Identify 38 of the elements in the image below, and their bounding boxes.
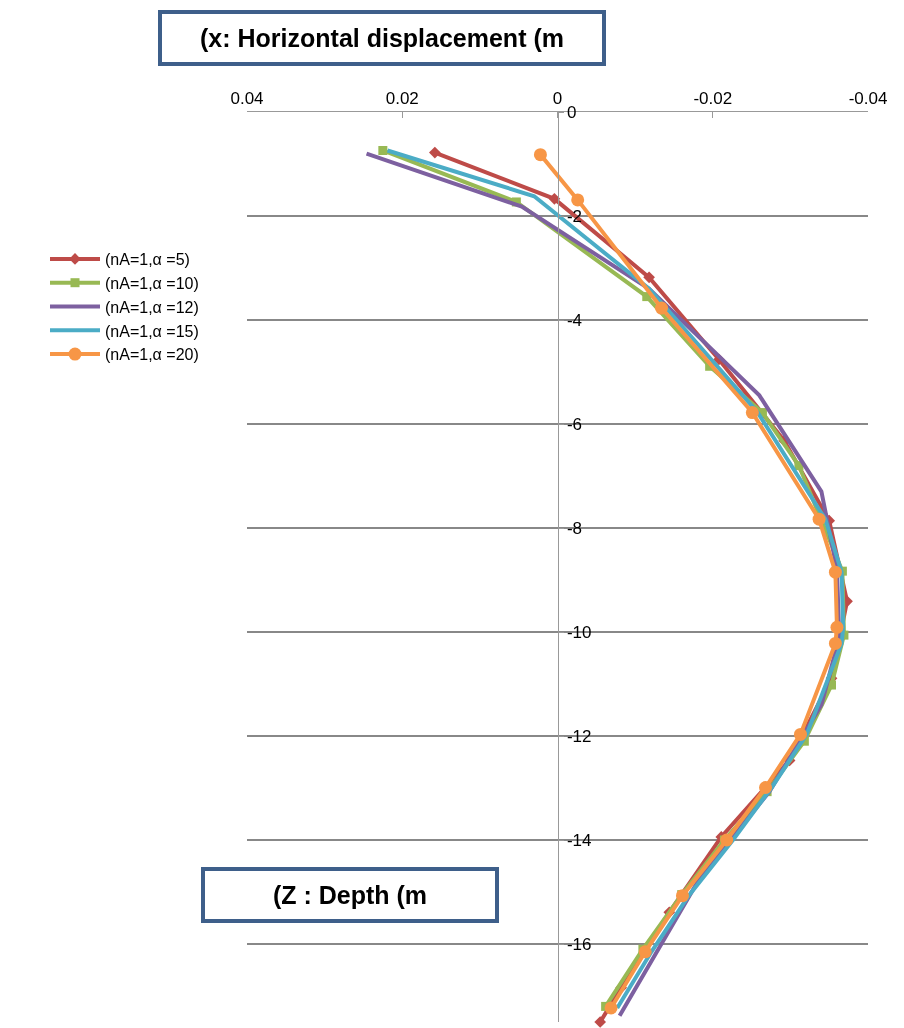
point (793, 727, 807, 741)
x-tick-label: -0.04 (848, 89, 888, 109)
legend-label: (nA=1,α =12) (105, 298, 199, 316)
point (548, 192, 561, 205)
y-tick-label: -14 (566, 830, 592, 850)
point (378, 145, 388, 155)
y-tick-label: -4 (566, 310, 583, 330)
x-tick-label: 0 (552, 89, 563, 109)
point (638, 945, 652, 959)
point (604, 1001, 618, 1015)
point (720, 833, 734, 847)
point (655, 301, 669, 315)
y-tick-label: -16 (566, 934, 592, 954)
x-tick-label: 0.02 (385, 89, 419, 109)
y-tick-label: -8 (566, 518, 583, 538)
legend-label: (nA=1,α =5) (105, 251, 190, 269)
legend-label: (nA=1,α =15) (105, 322, 199, 340)
legend-label: (nA=1,α =10) (105, 274, 199, 292)
x-tick-label: -0.02 (693, 89, 733, 109)
y-tick-label: -2 (566, 206, 583, 226)
point (830, 620, 844, 634)
y-tick-label: -10 (566, 622, 592, 642)
point (533, 148, 547, 162)
y-tick-label: -6 (566, 414, 583, 434)
point (812, 512, 826, 526)
x-tick-label: 0.04 (230, 89, 264, 109)
point (429, 146, 441, 159)
point (828, 565, 842, 579)
point (745, 406, 759, 420)
point (828, 636, 842, 650)
point (594, 1016, 607, 1028)
y-axis-title: (Z : Depth (m (272, 881, 428, 909)
y-tick-label: 0 (566, 102, 577, 122)
point (643, 271, 655, 284)
x-axis-title: (x: Horizontal displacement (m (200, 24, 564, 52)
legend-label: (nA=1,α =20) (105, 346, 199, 364)
point (571, 193, 585, 207)
y-tick-label: -12 (566, 726, 592, 746)
